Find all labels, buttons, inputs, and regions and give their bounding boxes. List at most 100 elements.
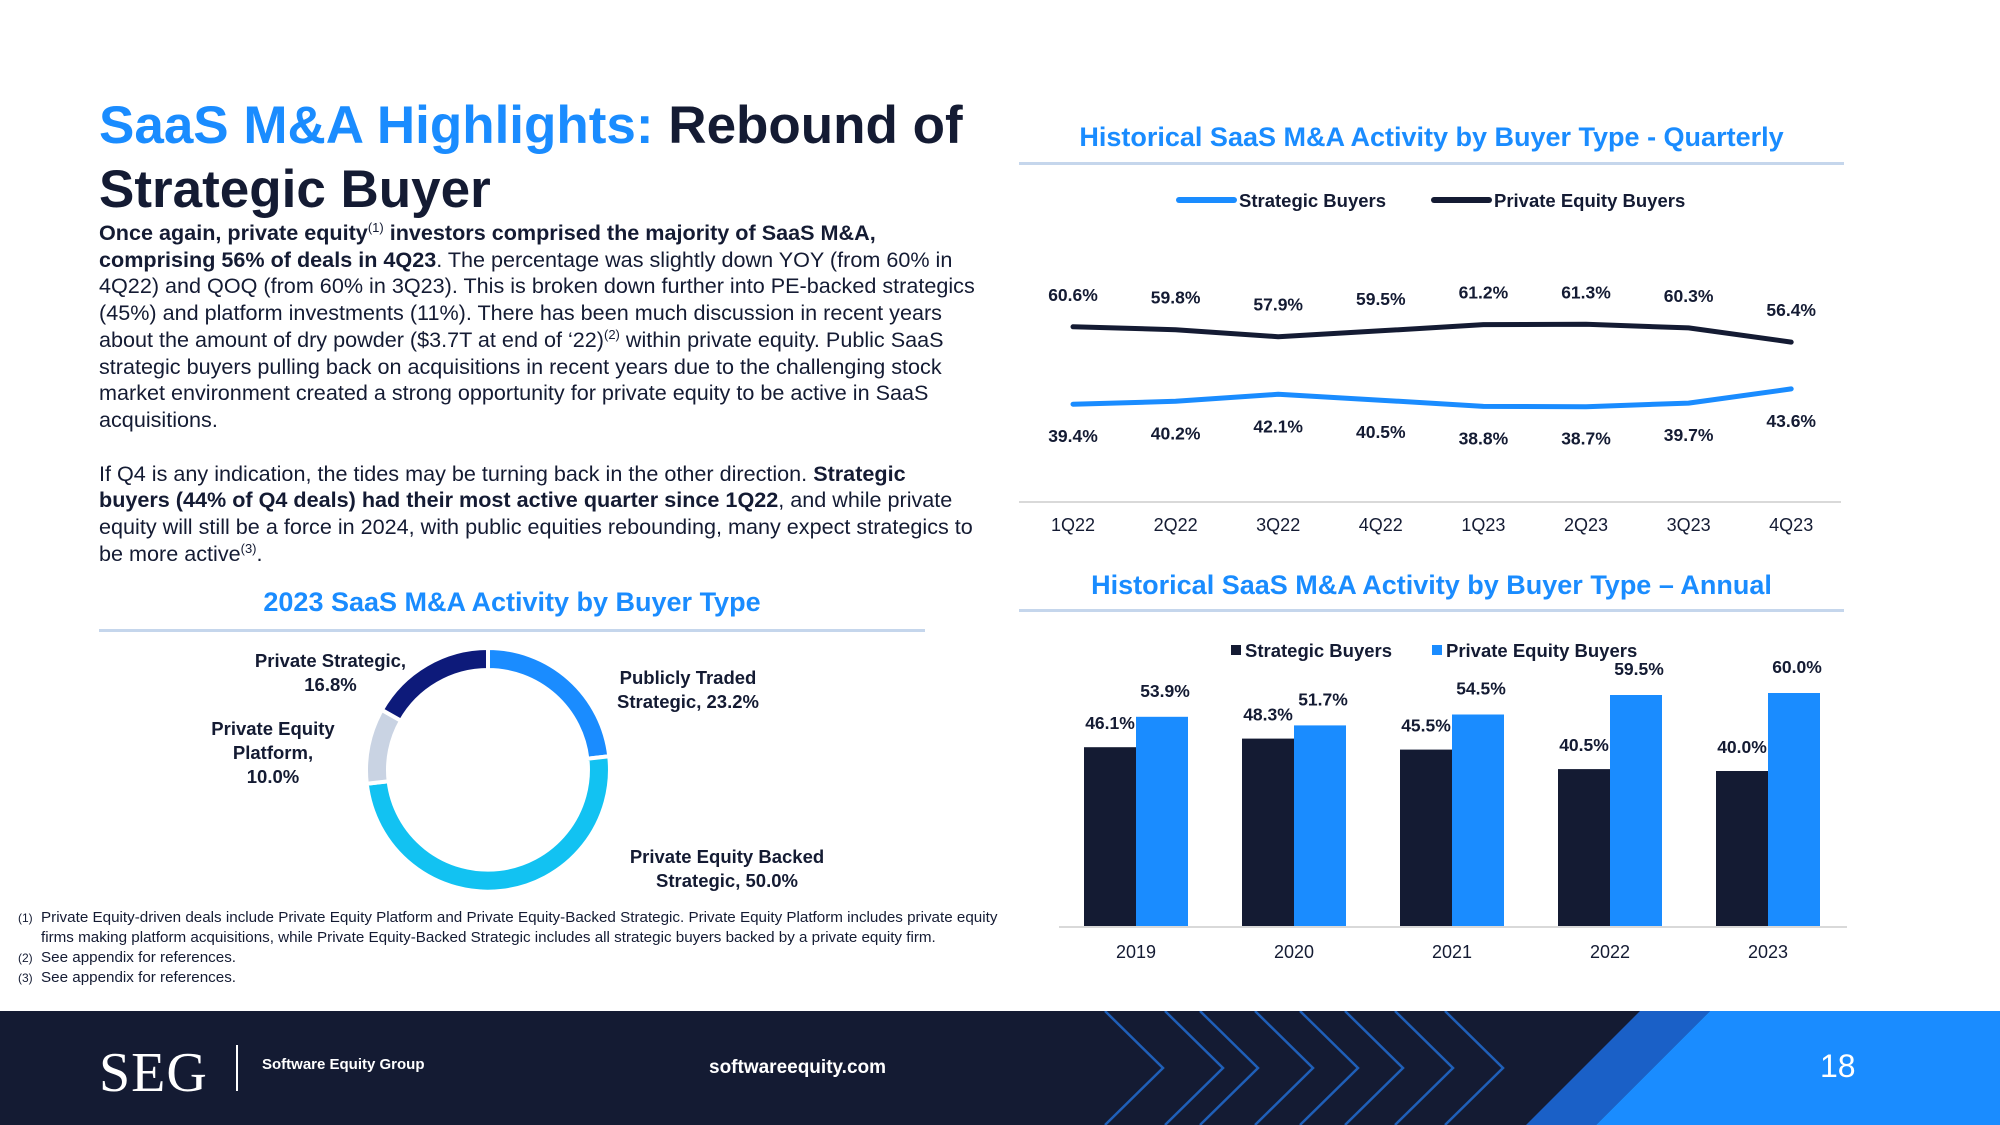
data-label-private-equity-buyers-3q22: 57.9%: [1253, 295, 1303, 315]
bar-strategic-buyers-2022: [1558, 769, 1610, 927]
data-label-private-equity-buyers-2022: 59.5%: [1614, 659, 1664, 679]
footnote-3-num: (3): [18, 971, 33, 985]
donut-slice-private-strategic: [379, 645, 490, 724]
donut-label-pe-backed-line1: Private Equity Backed: [629, 846, 825, 867]
footer-accent: [1596, 1011, 2000, 1125]
body-text: Once again, private equity(1) investors …: [99, 220, 979, 567]
data-label-private-equity-buyers-2019: 53.9%: [1140, 681, 1190, 701]
website-link[interactable]: softwareequity.com: [709, 1057, 887, 1078]
footnote-2-num: (2): [18, 951, 33, 965]
x-tick-2q23: 2Q23: [1564, 515, 1608, 535]
footer-stripe: [1526, 1011, 1710, 1125]
data-label-strategic-buyers-1q23: 38.8%: [1459, 428, 1509, 448]
donut-label-pe-backed-line2: Strategic, 50.0%: [656, 870, 798, 891]
legend-label-strategic-buyers: Strategic Buyers: [1239, 190, 1386, 211]
p2-sup-1: (3): [240, 540, 257, 556]
data-label-private-equity-buyers-3q23: 60.3%: [1664, 286, 1714, 306]
x-tick-4q23: 4Q23: [1769, 515, 1813, 535]
data-label-private-equity-buyers-4q23: 56.4%: [1766, 300, 1816, 320]
legend-swatch-strategic-buyers: [1231, 645, 1241, 655]
donut-label-pe-platform-line2: Platform,: [232, 742, 314, 763]
donut-slice-private-equity-platform: [364, 707, 404, 786]
donut-slice-private-equity-backed-strategic: [364, 754, 612, 894]
x-tick-3q23: 3Q23: [1667, 515, 1711, 535]
data-label-strategic-buyers-2020: 48.3%: [1243, 705, 1293, 725]
p2-text-1: If Q4 is any indication, the tides may b…: [99, 460, 814, 486]
p1-text-1: . The percentage was slightly down YOY (…: [99, 246, 975, 352]
bar-strategic-buyers-2019: [1084, 747, 1136, 927]
donut-label-public: Publicly Traded Strategic, 23.2%: [588, 666, 788, 714]
title-rest: Rebound of Strategic Buyer: [99, 96, 963, 219]
donut-label-pe-platform-line3: 10.0%: [246, 766, 300, 787]
data-label-private-equity-buyers-2q22: 59.8%: [1151, 288, 1201, 308]
donut-title-rule: [99, 629, 925, 632]
data-label-strategic-buyers-4q22: 40.5%: [1356, 422, 1406, 442]
footnote-1-num: (1): [18, 911, 33, 925]
page-title: SaaS M&A Highlights: Rebound of Strategi…: [99, 94, 999, 222]
data-label-private-equity-buyers-2020: 51.7%: [1298, 689, 1348, 709]
p1-sup-2: (2): [603, 326, 620, 342]
x-tick-2022: 2022: [1590, 942, 1630, 962]
data-label-private-equity-buyers-1q22: 60.6%: [1048, 285, 1098, 305]
legend-label-private-equity-buyers: Private Equity Buyers: [1446, 640, 1637, 661]
data-label-strategic-buyers-2q23: 38.7%: [1561, 429, 1611, 449]
footer-chevrons: [1104, 1011, 1505, 1125]
bar-strategic-buyers-2023: [1716, 771, 1768, 927]
body-paragraph-2: If Q4 is any indication, the tides may b…: [99, 461, 979, 568]
x-tick-2q22: 2Q22: [1154, 515, 1198, 535]
bar-private-equity-buyers-2022: [1610, 695, 1662, 927]
p2-text-3: .: [256, 540, 263, 566]
x-tick-2023: 2023: [1748, 942, 1788, 962]
data-label-strategic-buyers-1q22: 39.4%: [1048, 426, 1098, 446]
donut-label-public-line1: Publicly Traded: [619, 667, 757, 688]
bar-private-equity-buyers-2023: [1768, 693, 1820, 927]
donut-label-private-strategic-line2: 16.8%: [304, 674, 357, 695]
data-label-strategic-buyers-2q22: 40.2%: [1151, 423, 1201, 443]
bar-private-equity-buyers-2020: [1294, 725, 1346, 927]
data-label-strategic-buyers-2023: 40.0%: [1717, 737, 1767, 757]
p2-text-2: , and while private equity will still be…: [99, 487, 973, 566]
donut-label-private-strategic-line1: Private Strategic,: [254, 650, 407, 671]
series-line-private-equity-buyers: [1070, 321, 1794, 345]
seg-logo: SEG: [99, 1042, 208, 1104]
legend-label-private-equity-buyers: Private Equity Buyers: [1494, 190, 1685, 211]
donut-label-pe-platform-line1: Private Equity: [211, 718, 335, 739]
data-label-strategic-buyers-2021: 45.5%: [1401, 716, 1451, 736]
data-label-strategic-buyers-2019: 46.1%: [1085, 713, 1135, 733]
legend-label-strategic-buyers: Strategic Buyers: [1245, 640, 1392, 661]
page-number: 18: [1820, 1048, 1856, 1084]
x-tick-1q22: 1Q22: [1051, 515, 1095, 535]
x-tick-4q22: 4Q22: [1359, 515, 1403, 535]
annual-chart-title: Historical SaaS M&A Activity by Buyer Ty…: [1091, 570, 1772, 600]
series-line-strategic-buyers: [1070, 386, 1794, 410]
donut-label-private-strategic: Private Strategic, 16.8%: [238, 649, 423, 697]
footer: SEG Software Equity Group softwareequity…: [0, 1011, 2000, 1125]
x-tick-1q23: 1Q23: [1461, 515, 1505, 535]
x-tick-2019: 2019: [1116, 942, 1156, 962]
p1-sup-1: (1): [367, 219, 384, 235]
donut-label-pe-platform: Private Equity Platform, 10.0%: [193, 717, 353, 789]
donut-chart: [364, 645, 612, 894]
data-label-strategic-buyers-2022: 40.5%: [1559, 735, 1609, 755]
footnote-3: (3) See appendix for references.: [18, 968, 1008, 988]
footer-logo-divider: [236, 1045, 238, 1091]
data-label-private-equity-buyers-4q22: 59.5%: [1356, 289, 1406, 309]
company-name: Software Equity Group: [262, 1056, 425, 1073]
bar-strategic-buyers-2020: [1242, 738, 1294, 927]
donut-label-public-line2: Strategic, 23.2%: [617, 691, 759, 712]
p1-text-2: within private equity. Public SaaS strat…: [99, 326, 944, 432]
data-label-strategic-buyers-3q23: 39.7%: [1664, 425, 1714, 445]
body-paragraph-1: Once again, private equity(1) investors …: [99, 220, 979, 434]
donut-label-pe-backed: Private Equity Backed Strategic, 50.0%: [607, 845, 847, 893]
annual-bar-chart: Strategic Buyers Private Equity Buyers 46.…: [1059, 640, 1847, 962]
data-label-strategic-buyers-3q22: 42.1%: [1253, 416, 1303, 436]
p1-bold-2: investors comprised the majority of SaaS…: [99, 220, 876, 272]
x-tick-3q22: 3Q22: [1256, 515, 1300, 535]
bar-strategic-buyers-2021: [1400, 749, 1452, 927]
x-tick-2020: 2020: [1274, 942, 1314, 962]
data-label-private-equity-buyers-2021: 54.5%: [1456, 679, 1506, 699]
p2-bold-1: Strategic buyers (44% of Q4 deals) had t…: [99, 460, 906, 513]
footnotes: (1) Private Equity-driven deals include …: [18, 908, 1008, 988]
bar-private-equity-buyers-2019: [1136, 716, 1188, 927]
annual-title-rule: [1019, 609, 1844, 612]
